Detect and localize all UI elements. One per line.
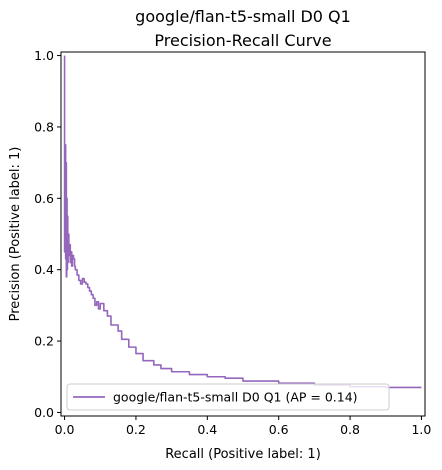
legend-box [66,383,390,411]
x-tick-label: 0.2 [126,422,146,437]
chart-title-line-1: google/flan-t5-small D0 Q1 [135,7,351,26]
x-tick-label: 0.0 [55,422,75,437]
x-tick-label: 0.8 [340,422,360,437]
legend-label: google/flan-t5-small D0 Q1 (AP = 0.14) [113,390,358,405]
chart-title-line-2: Precision-Recall Curve [154,31,331,50]
legend: google/flan-t5-small D0 Q1 (AP = 0.14) [66,383,390,411]
x-tick-label: 1.0 [411,422,431,437]
y-axis-ticks: 0.0 0.2 0.4 0.6 0.8 1.0 [34,48,61,420]
x-axis-ticks: 0.0 0.2 0.4 0.6 0.8 1.0 [55,416,431,437]
x-tick-label: 0.6 [269,422,289,437]
x-tick-label: 0.4 [197,422,217,437]
x-axis-label: Recall (Positive label: 1) [165,447,321,462]
y-tick-label: 0.8 [34,119,54,134]
y-tick-label: 0.4 [34,262,54,277]
y-axis-label: Precision (Positive label: 1) [8,147,23,322]
y-tick-label: 0.2 [34,334,54,349]
series-line-0 [63,55,422,389]
y-tick-label: 0.6 [34,191,54,206]
y-tick-label: 1.0 [34,48,54,63]
plot-frame [60,51,426,417]
y-tick-label: 0.0 [34,405,54,420]
plot-layer [63,55,422,389]
